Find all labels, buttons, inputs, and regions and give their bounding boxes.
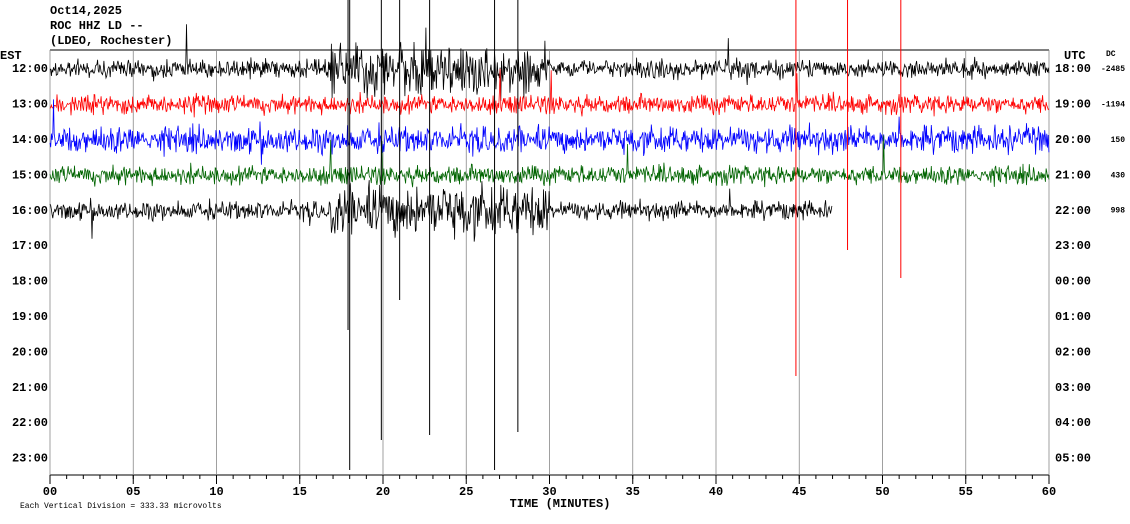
est-label: 17:00 xyxy=(12,239,48,253)
location: (LDEO, Rochester) xyxy=(50,34,172,48)
seismic-trace xyxy=(49,180,833,242)
scale-note: Each Vertical Division = 333.33 microvol… xyxy=(20,502,222,511)
utc-label: 04:00 xyxy=(1055,416,1091,430)
est-label: 12:00 xyxy=(12,62,48,76)
x-tick-label: 05 xyxy=(126,485,140,499)
seismic-trace xyxy=(49,135,1050,188)
utc-label: 01:00 xyxy=(1055,310,1091,324)
utc-label: 21:00 xyxy=(1055,168,1091,182)
utc-label: 05:00 xyxy=(1055,452,1091,466)
x-tick-label: 25 xyxy=(459,485,473,499)
est-label: 16:00 xyxy=(12,204,48,218)
est-label: 19:00 xyxy=(12,310,48,324)
x-tick-label: 20 xyxy=(376,485,390,499)
utc-label: 18:00 xyxy=(1055,62,1091,76)
utc-label: 20:00 xyxy=(1055,133,1091,147)
est-label: 21:00 xyxy=(12,381,48,395)
utc-label: 03:00 xyxy=(1055,381,1091,395)
utc-label: 02:00 xyxy=(1055,345,1091,359)
est-label: 14:00 xyxy=(12,133,48,147)
est-label: 20:00 xyxy=(12,345,48,359)
x-tick-label: 45 xyxy=(792,485,806,499)
right-axis-label: UTC xyxy=(1064,49,1086,63)
x-tick-label: 55 xyxy=(959,485,973,499)
est-label: 22:00 xyxy=(12,416,48,430)
dc-value: 150 xyxy=(1111,136,1126,145)
est-label: 23:00 xyxy=(12,452,48,466)
x-tick-label: 10 xyxy=(209,485,223,499)
est-label: 13:00 xyxy=(12,98,48,112)
est-label: 15:00 xyxy=(12,168,48,182)
dc-value: 998 xyxy=(1111,207,1126,216)
utc-label: 23:00 xyxy=(1055,239,1091,253)
x-axis-label: TIME (MINUTES) xyxy=(510,497,611,511)
utc-label: 19:00 xyxy=(1055,98,1091,112)
x-tick-label: 60 xyxy=(1042,485,1056,499)
seismic-trace xyxy=(49,99,1050,165)
chart-title: Oct14,2025 xyxy=(50,4,122,18)
dc-value: -1194 xyxy=(1101,101,1125,110)
x-tick-label: 50 xyxy=(875,485,889,499)
x-tick-label: 00 xyxy=(43,485,57,499)
seismic-trace xyxy=(49,68,1050,118)
x-tick-label: 15 xyxy=(293,485,307,499)
est-label: 18:00 xyxy=(12,275,48,289)
dc-value: -2485 xyxy=(1101,65,1125,74)
left-axis-label: EST xyxy=(0,49,22,63)
x-tick-label: 35 xyxy=(626,485,640,499)
dc-label: DC xyxy=(1106,50,1116,59)
dc-value: 430 xyxy=(1111,171,1126,180)
station: ROC HHZ LD -- xyxy=(50,19,144,33)
utc-label: 22:00 xyxy=(1055,204,1091,218)
utc-label: 00:00 xyxy=(1055,275,1091,289)
x-tick-label: 40 xyxy=(709,485,723,499)
seismic-trace xyxy=(49,24,1050,102)
x-tick-label: 30 xyxy=(542,485,556,499)
